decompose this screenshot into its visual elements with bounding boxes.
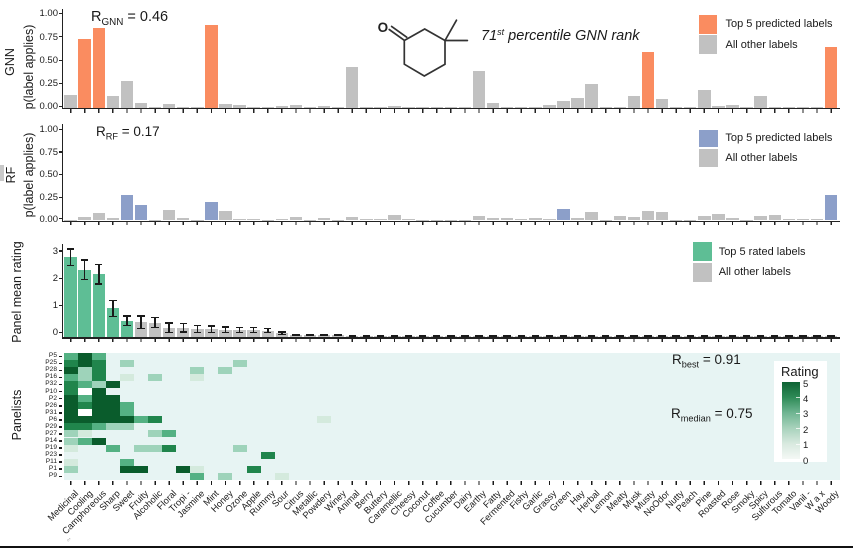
svg-text:O: O <box>378 20 389 35</box>
